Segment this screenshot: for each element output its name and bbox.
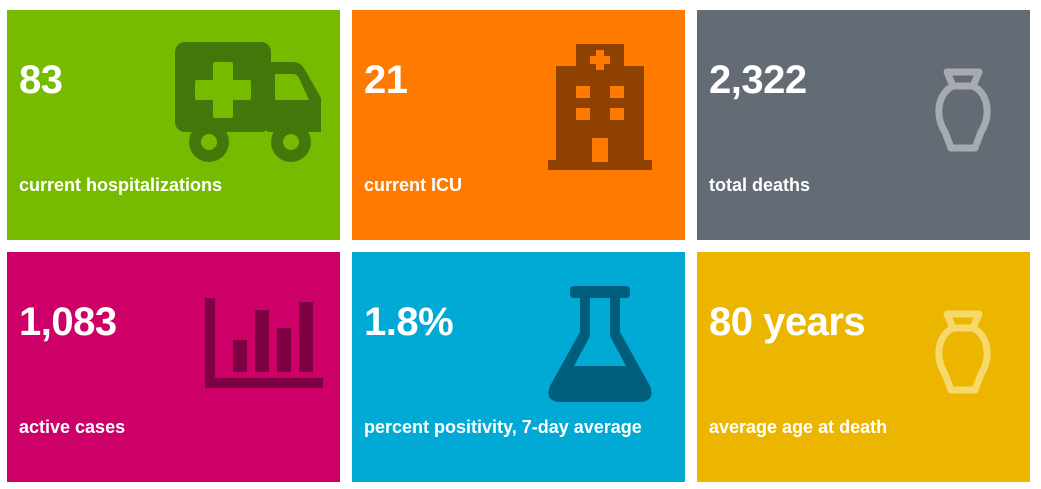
ambulance-icon (175, 42, 323, 170)
stat-tile-hospitalizations: 83 current hospitalizations (7, 10, 340, 240)
stat-tile-percent-positivity: 1.8% percent positivity, 7-day average (352, 252, 685, 482)
stat-label: percent positivity, 7-day average (364, 417, 642, 437)
stat-value: 80 years (709, 300, 866, 344)
stat-value: 2,322 (709, 58, 807, 102)
bar-chart-icon (205, 298, 323, 388)
stat-tile-total-deaths: 2,322 total deaths (697, 10, 1030, 240)
stat-label: total deaths (709, 175, 811, 195)
hospital-icon (548, 44, 652, 170)
stat-tile-average-age: 80 years average age at death (697, 252, 1030, 482)
stat-tile-icu: 21 current ICU (352, 10, 685, 240)
flask-icon (548, 286, 652, 404)
stats-grid: 83 current hospitalizations (7, 10, 1030, 482)
stat-label: current ICU (364, 175, 463, 195)
stat-value: 1.8% (364, 300, 454, 344)
stat-value: 1,083 (19, 300, 117, 344)
stat-label: active cases (19, 417, 126, 437)
urn-icon (933, 310, 993, 396)
stat-label: current hospitalizations (19, 175, 223, 195)
stat-value: 83 (19, 58, 63, 102)
stat-tile-active-cases: 1,083 active cases (7, 252, 340, 482)
urn-icon (933, 68, 993, 154)
stat-label: average age at death (709, 417, 888, 437)
stat-value: 21 (364, 58, 408, 102)
